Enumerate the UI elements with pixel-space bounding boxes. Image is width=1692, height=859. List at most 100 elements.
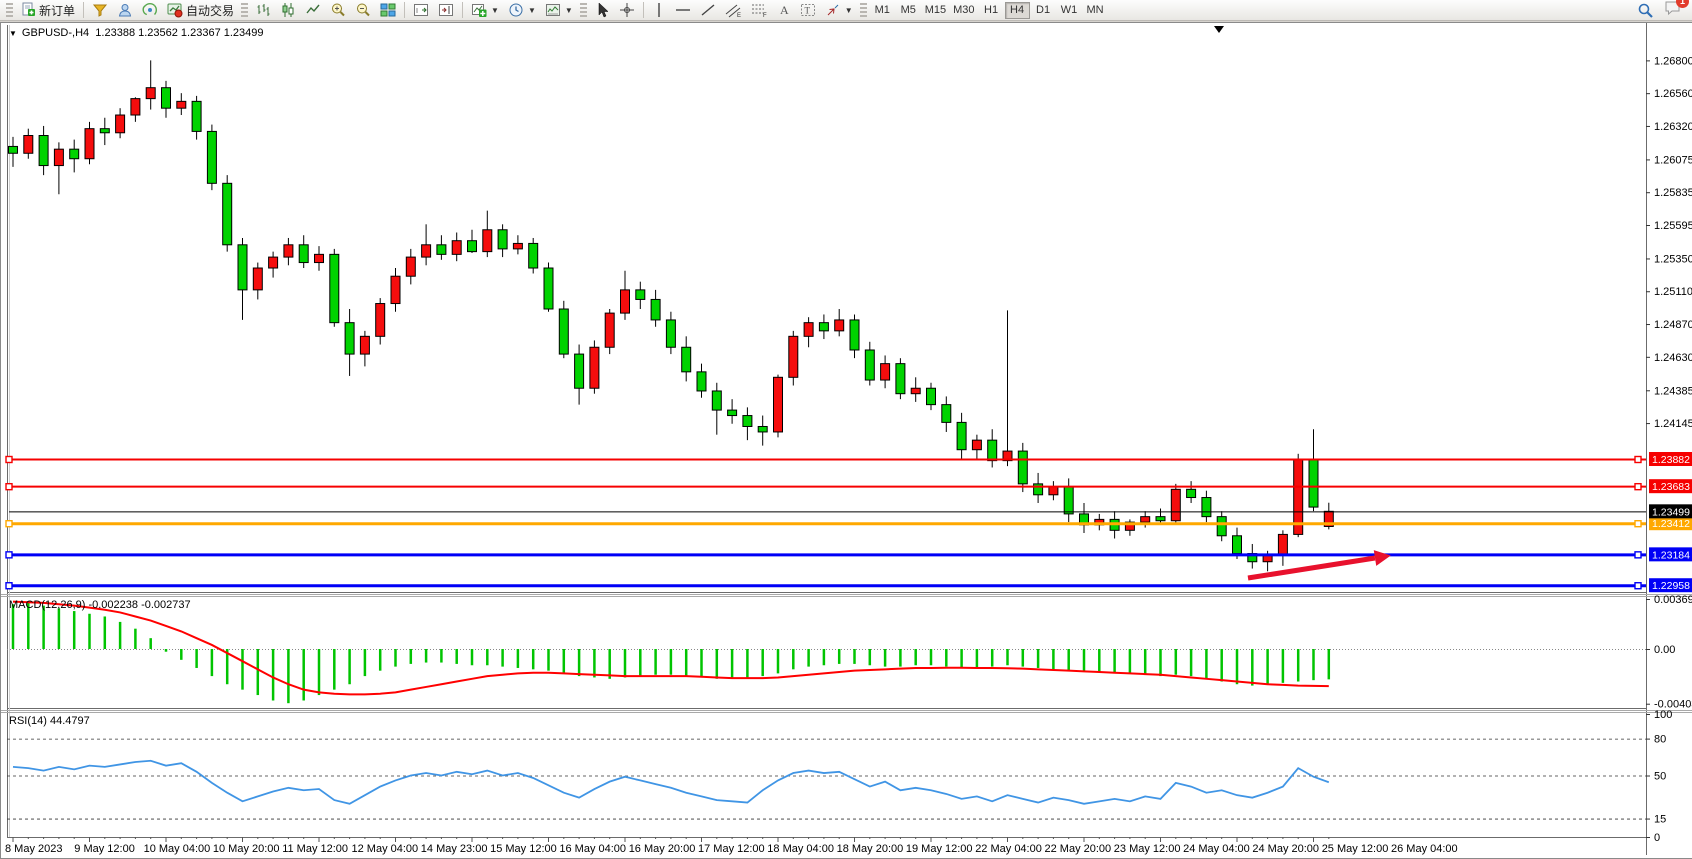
chart-shift-button[interactable] [434, 1, 458, 19]
profile-button[interactable] [113, 1, 137, 19]
timeframe-w1[interactable]: W1 [1057, 2, 1082, 19]
chart-shift-marker[interactable] [1214, 26, 1224, 33]
timeframe-m15[interactable]: M15 [922, 2, 949, 19]
profile-icon [118, 4, 132, 17]
candles-series [8, 60, 1334, 572]
svg-text:0: 0 [1654, 832, 1660, 844]
svg-text:12 May 04:00: 12 May 04:00 [352, 843, 419, 855]
arrows-tool-button[interactable]: ▼ [821, 1, 857, 19]
timeframe-m5[interactable]: M5 [896, 2, 921, 19]
tile-windows-button[interactable] [376, 1, 400, 19]
deposit-button[interactable] [88, 1, 112, 19]
channel-tool-button[interactable]: E [721, 1, 746, 19]
cursor-tool-button[interactable] [590, 1, 614, 19]
svg-text:1.23499: 1.23499 [1652, 506, 1690, 518]
svg-text:0.00369: 0.00369 [1654, 594, 1692, 606]
svg-text:1.25835: 1.25835 [1654, 187, 1692, 199]
text-tool-button[interactable]: A [773, 1, 795, 19]
timeframe-d1[interactable]: D1 [1031, 2, 1056, 19]
svg-text:19 May 12:00: 19 May 12:00 [906, 843, 973, 855]
zoom-in-button[interactable] [326, 1, 350, 19]
svg-text:-0.004038: -0.004038 [1654, 699, 1692, 711]
trendline-tool-button[interactable] [696, 1, 720, 19]
period-button[interactable]: ▼ [504, 1, 540, 19]
svg-text:18 May 04:00: 18 May 04:00 [767, 843, 834, 855]
svg-text:1.25350: 1.25350 [1654, 253, 1692, 265]
search-button[interactable] [1633, 1, 1658, 19]
svg-text:F: F [763, 13, 767, 18]
text-icon: A [780, 3, 789, 17]
toolbar-separator [462, 2, 464, 18]
toolbar-grip[interactable] [579, 3, 587, 17]
toolbar-separator [83, 2, 85, 18]
toolbar-separator [404, 2, 406, 18]
clock-icon [509, 3, 523, 17]
new-order-button[interactable]: 新订单 [16, 1, 79, 19]
svg-text:1.22958: 1.22958 [1652, 580, 1690, 592]
svg-text:1.25110: 1.25110 [1654, 286, 1692, 298]
svg-text:10 May 04:00: 10 May 04:00 [144, 843, 211, 855]
auto-scroll-icon [414, 4, 429, 16]
template-icon [545, 4, 560, 16]
svg-text:1.26800: 1.26800 [1654, 55, 1692, 67]
timeframe-m1[interactable]: M1 [870, 2, 895, 19]
svg-text:1.24145: 1.24145 [1654, 418, 1692, 430]
svg-text:1.23412: 1.23412 [1652, 518, 1690, 530]
svg-text:24 May 20:00: 24 May 20:00 [1252, 843, 1319, 855]
svg-text:1.26075: 1.26075 [1654, 154, 1692, 166]
toolbar: 新订单 自动交易 ▼ ▼ [0, 0, 1692, 21]
hline-tool-button[interactable] [671, 1, 695, 19]
text-label-tool-button[interactable]: T [796, 1, 820, 19]
price-chart[interactable]: 1.26800 1.26560 1.26320 1.26075 1.25835 1.255… [1, 23, 1692, 858]
svg-text:9 May 12:00: 9 May 12:00 [74, 843, 135, 855]
svg-text:A: A [780, 3, 789, 17]
annotation-arrow[interactable] [1247, 550, 1391, 581]
svg-text:16 May 20:00: 16 May 20:00 [629, 843, 696, 855]
template-button[interactable]: ▼ [541, 1, 577, 19]
dropdown-caret-icon: ▼ [564, 5, 573, 15]
signal-button[interactable] [138, 1, 162, 19]
svg-text:1.26560: 1.26560 [1654, 88, 1692, 100]
svg-text:8 May 2023: 8 May 2023 [5, 843, 62, 855]
svg-text:0.00: 0.00 [1654, 644, 1675, 656]
time-axis: 8 May 2023 9 May 12:00 10 May 04:00 10 May … [5, 837, 1458, 855]
timeframe-m30[interactable]: M30 [950, 2, 977, 19]
chart-shift-icon [439, 4, 454, 16]
svg-text:11 May 12:00: 11 May 12:00 [282, 843, 348, 855]
notifications-button[interactable]: 1 [1664, 0, 1689, 21]
svg-text:26 May 04:00: 26 May 04:00 [1391, 843, 1458, 855]
svg-text:18 May 20:00: 18 May 20:00 [837, 843, 904, 855]
autotrade-button[interactable]: 自动交易 [163, 1, 238, 19]
trendline-icon [701, 4, 715, 16]
text-label-icon: T [800, 4, 815, 16]
toolbar-grip[interactable] [859, 3, 867, 17]
svg-text:10 May 20:00: 10 May 20:00 [213, 843, 280, 855]
zoom-out-icon [357, 3, 370, 17]
auto-scroll-button[interactable] [409, 1, 433, 19]
svg-text:22 May 20:00: 22 May 20:00 [1045, 843, 1112, 855]
level-lines[interactable] [5, 455, 1646, 590]
timeframe-h1[interactable]: H1 [979, 2, 1004, 19]
add-indicator-button[interactable]: ▼ [467, 1, 503, 19]
price-axis: 1.26800 1.26560 1.26320 1.26075 1.25835 1.255… [1646, 55, 1692, 844]
toolbar-grip[interactable] [241, 3, 249, 17]
bar-chart-mode-button[interactable] [251, 1, 275, 19]
svg-text:1.24630: 1.24630 [1654, 352, 1692, 364]
candlestick-mode-button[interactable] [276, 1, 300, 19]
new-order-label: 新订单 [39, 3, 76, 18]
macd-series [11, 600, 1331, 704]
line-chart-mode-button[interactable] [301, 1, 325, 19]
fibonacci-tool-button[interactable]: F [747, 1, 772, 19]
svg-text:1.24870: 1.24870 [1654, 319, 1692, 331]
vline-tool-button[interactable] [648, 1, 670, 19]
timeframe-h4[interactable]: H4 [1004, 1, 1030, 19]
svg-text:14 May 23:00: 14 May 23:00 [421, 843, 488, 855]
zoom-in-icon [332, 3, 345, 17]
zoom-out-button[interactable] [351, 1, 375, 19]
svg-text:100: 100 [1654, 709, 1672, 721]
svg-text:1.23683: 1.23683 [1652, 481, 1690, 493]
crosshair-tool-button[interactable] [615, 1, 639, 19]
timeframe-mn[interactable]: MN [1083, 2, 1108, 19]
toolbar-grip[interactable] [6, 3, 13, 17]
